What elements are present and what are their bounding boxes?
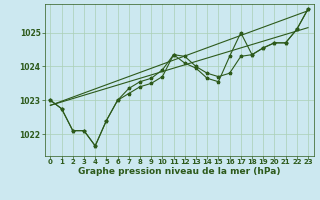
X-axis label: Graphe pression niveau de la mer (hPa): Graphe pression niveau de la mer (hPa): [78, 167, 280, 176]
